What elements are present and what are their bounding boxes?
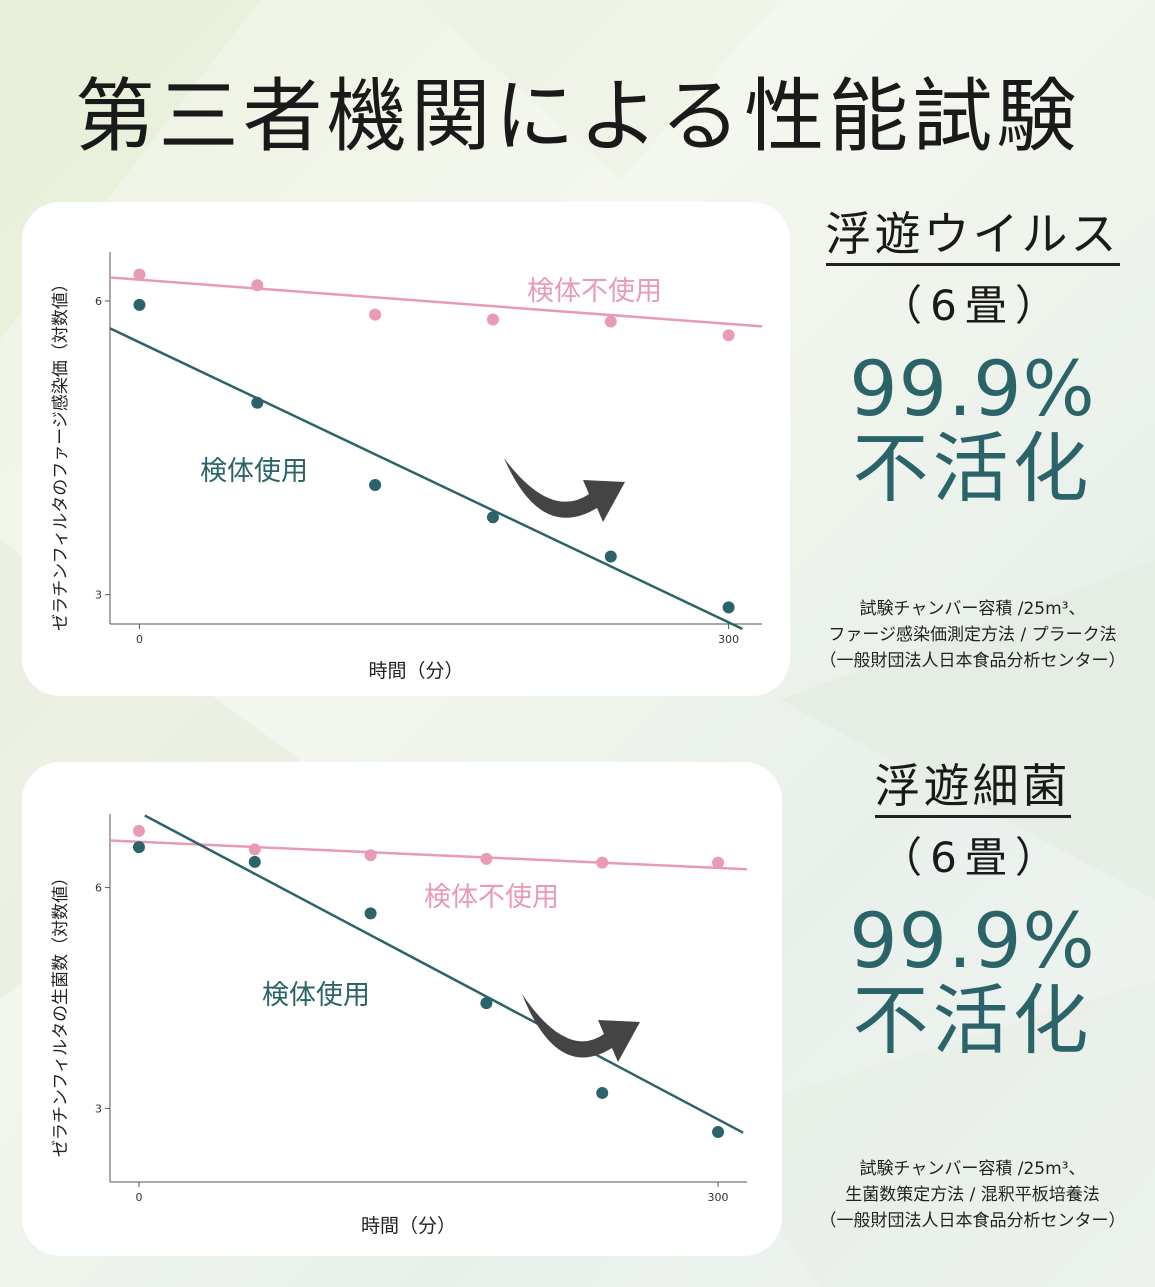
virus-series-label: 検体不使用 — [527, 276, 662, 307]
bacteria-data-point — [132, 841, 145, 854]
bacteria-series-label: 検体使用 — [262, 980, 370, 1011]
bacteria-y-tick-label: 6 — [95, 882, 102, 895]
virus-data-point — [369, 308, 382, 321]
bacteria-panel-percent: 99.9% — [849, 895, 1096, 985]
bacteria-data-point — [712, 856, 725, 869]
bacteria-data-point — [712, 1125, 725, 1138]
bacteria-series-label: 検体不使用 — [424, 882, 559, 913]
virus-result-panel: 浮遊ウイルス （6畳） 99.9% 不活化 — [800, 208, 1145, 510]
bacteria-data-point — [364, 849, 377, 862]
virus-x-tick-label: 0 — [136, 633, 143, 646]
virus-trend-line — [109, 327, 743, 631]
curved-arrow-icon — [522, 994, 640, 1062]
virus-note-line: ファージ感染価測定方法 / プラーク法 — [828, 625, 1117, 645]
virus-panel-room-size: （6畳） — [880, 280, 1065, 330]
virus-note-line: （一般財団法人日本食品分析センター） — [819, 651, 1126, 671]
bacteria-test-notes: 試験チャンバー容積 /25m³、 生菌数策定方法 / 混釈平板培養法 （一般財団… — [800, 1156, 1145, 1234]
curved-arrow-icon — [504, 458, 625, 522]
bacteria-panel-room-size: （6畳） — [880, 832, 1065, 882]
virus-panel-result: 不活化 — [852, 423, 1093, 513]
bacteria-data-point — [248, 855, 261, 868]
virus-data-point — [251, 279, 264, 292]
bacteria-note-line: 生菌数策定方法 / 混釈平板培養法 — [845, 1185, 1100, 1205]
virus-note-line: 試験チャンバー容積 /25m³、 — [859, 599, 1086, 619]
bacteria-x-tick-label: 300 — [708, 1191, 729, 1204]
bacteria-y-axis-label: ゼラチンフィルタの生菌数（対数値） — [51, 869, 71, 1157]
bacteria-data-point — [480, 997, 493, 1010]
bacteria-note-line: 試験チャンバー容積 /25m³、 — [859, 1159, 1086, 1179]
bacteria-data-point — [248, 843, 261, 856]
virus-x-tick-label: 300 — [718, 633, 739, 646]
virus-panel-title: 浮遊ウイルス — [825, 208, 1120, 266]
bacteria-x-tick-label: 0 — [135, 1191, 142, 1204]
virus-data-point — [604, 315, 617, 328]
page-title: 第三者機関による性能試験 — [74, 70, 1081, 163]
bacteria-data-point — [364, 907, 377, 920]
virus-data-point — [722, 329, 735, 342]
virus-trend-line — [109, 276, 763, 328]
bacteria-data-point — [596, 856, 609, 869]
virus-data-point — [369, 478, 382, 491]
virus-y-tick-label: 6 — [95, 295, 102, 308]
bacteria-note-line: （一般財団法人日本食品分析センター） — [819, 1211, 1126, 1231]
virus-y-tick-label: 3 — [95, 589, 102, 602]
bacteria-result-panel: 浮遊細菌 （6畳） 99.9% 不活化 — [800, 760, 1145, 1062]
bacteria-data-point — [596, 1086, 609, 1099]
bacteria-chart-card: 3 6 0 300 時間（分） ゼラチンフィルタの生菌数（対数値） 検体不使用検体使用 — [22, 762, 782, 1256]
bacteria-data-point — [480, 852, 493, 865]
virus-chart-card: 3 6 0 300 時間（分） ゼラチンフィルタのファージ感染価（対数値） 検体不使用検体使… — [22, 202, 790, 696]
bacteria-y-tick-label: 3 — [95, 1102, 102, 1115]
virus-data-point — [133, 268, 146, 281]
virus-data-point — [486, 313, 499, 326]
bacteria-data-point — [132, 824, 145, 837]
bacteria-trend-line — [144, 814, 744, 1134]
bacteria-x-axis-label: 時間（分） — [361, 1215, 456, 1237]
virus-test-notes: 試験チャンバー容積 /25m³、 ファージ感染価測定方法 / プラーク法 （一般… — [800, 596, 1145, 674]
virus-data-point — [251, 396, 264, 409]
virus-series-label: 検体使用 — [200, 456, 308, 487]
virus-data-point — [133, 298, 146, 311]
virus-chart: 3 6 0 300 時間（分） ゼラチンフィルタのファージ感染価（対数値） 検体不使用検体使… — [51, 252, 763, 682]
bacteria-panel-result: 不活化 — [852, 975, 1093, 1065]
virus-y-axis-label: ゼラチンフィルタのファージ感染価（対数値） — [51, 275, 71, 631]
bacteria-trend-line — [109, 839, 748, 871]
virus-data-point — [486, 511, 499, 524]
virus-panel-percent: 99.9% — [849, 343, 1096, 433]
bacteria-panel-title: 浮遊細菌 — [874, 760, 1071, 818]
virus-data-point — [604, 550, 617, 563]
virus-data-point — [722, 601, 735, 614]
virus-x-axis-label: 時間（分） — [368, 660, 463, 682]
